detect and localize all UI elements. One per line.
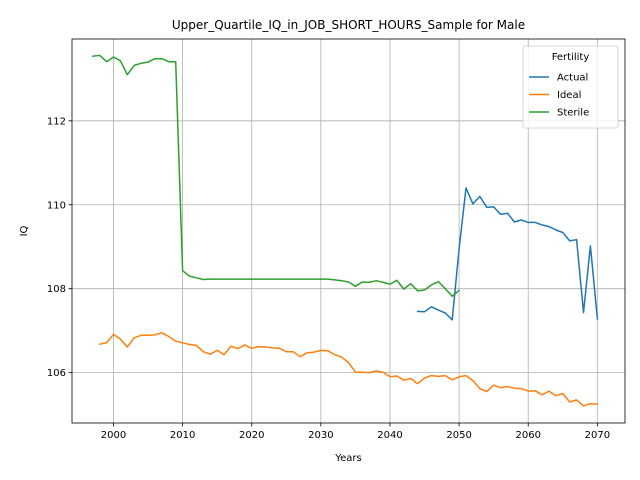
x-tick-label: 2060 xyxy=(515,430,540,441)
x-tick-label: 2020 xyxy=(239,430,264,441)
legend-label-actual: Actual xyxy=(557,73,588,84)
x-tick-label: 2010 xyxy=(170,430,195,441)
legend-title: Fertility xyxy=(552,52,590,63)
y-tick-label: 108 xyxy=(47,284,66,295)
x-tick-label: 2040 xyxy=(377,430,402,441)
y-tick-label: 110 xyxy=(47,200,66,211)
x-tick-label: 2000 xyxy=(101,430,126,441)
y-tick-label: 106 xyxy=(47,368,66,379)
x-tick-label: 2050 xyxy=(446,430,471,441)
x-tick-label: 2030 xyxy=(308,430,333,441)
x-axis-label: Years xyxy=(334,453,361,464)
legend-label-ideal: Ideal xyxy=(557,90,581,101)
x-tick-label: 2070 xyxy=(585,430,610,441)
y-axis-label: IQ xyxy=(19,225,30,236)
chart-title: Upper_Quartile_IQ_in_JOB_SHORT_HOURS_Sam… xyxy=(172,18,525,32)
legend-label-sterile: Sterile xyxy=(557,108,589,119)
y-tick-label: 112 xyxy=(47,116,66,127)
legend: Fertility Actual Ideal Sterile xyxy=(523,46,618,128)
